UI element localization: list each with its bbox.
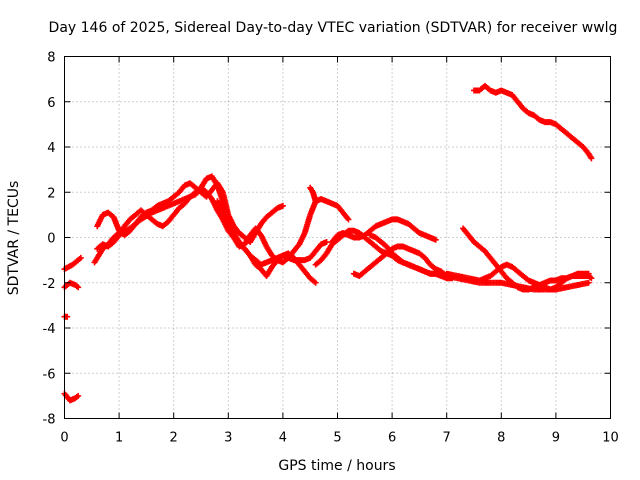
data-marks — [61, 82, 595, 404]
x-axis-label: GPS time / hours — [278, 458, 395, 474]
data-point — [75, 284, 82, 291]
data-point — [279, 202, 286, 209]
series-arc-2 — [61, 313, 71, 320]
y-tick-label: -6 — [43, 367, 56, 382]
data-point — [432, 236, 439, 243]
data-point — [345, 216, 352, 223]
data-point — [585, 270, 592, 277]
x-tick-label: 3 — [224, 431, 232, 446]
x-tick-label: 8 — [497, 431, 505, 446]
y-tick-label: 6 — [47, 96, 55, 111]
data-point — [64, 313, 71, 320]
data-point — [323, 239, 330, 246]
axis-ticks: 0 1 2 3 4 5 6 7 8 9 10 -8 -6 -4 -2 0 2 4 6 8 — [43, 51, 619, 446]
series-arc-4 — [61, 254, 84, 273]
x-tick-label: 5 — [333, 431, 341, 446]
x-tick-label: 10 — [602, 431, 619, 446]
series-arc-9 — [307, 184, 319, 205]
x-tick-label: 1 — [115, 431, 123, 446]
data-point — [588, 155, 595, 162]
x-tick-label: 9 — [552, 431, 560, 446]
y-tick-label: 8 — [47, 51, 55, 66]
data-point — [585, 279, 592, 286]
series-arc-11 — [329, 216, 439, 246]
data-point — [75, 392, 82, 399]
y-tick-label: 0 — [47, 232, 55, 247]
data-point — [312, 279, 319, 286]
series-arc-16 — [471, 82, 595, 162]
chart-title: Day 146 of 2025, Sidereal Day-to-day VTE… — [49, 20, 618, 36]
series-arc-15 — [443, 261, 592, 293]
series-arc-13 — [367, 232, 456, 282]
x-tick-label: 7 — [443, 431, 451, 446]
y-tick-label: -8 — [43, 413, 56, 428]
y-axis-label: SDTVAR / TECUs — [6, 181, 22, 296]
y-tick-label: -4 — [43, 322, 56, 337]
data-point — [588, 275, 595, 282]
x-tick-label: 2 — [170, 431, 178, 446]
y-tick-label: -2 — [43, 277, 56, 292]
y-tick-label: 2 — [47, 186, 55, 201]
data-point — [77, 254, 84, 261]
data-point — [312, 198, 319, 205]
x-tick-label: 4 — [279, 431, 287, 446]
y-tick-label: 4 — [47, 141, 55, 156]
x-tick-label: 6 — [388, 431, 396, 446]
x-tick-label: 0 — [60, 431, 68, 446]
series-arc-8 — [214, 196, 352, 266]
